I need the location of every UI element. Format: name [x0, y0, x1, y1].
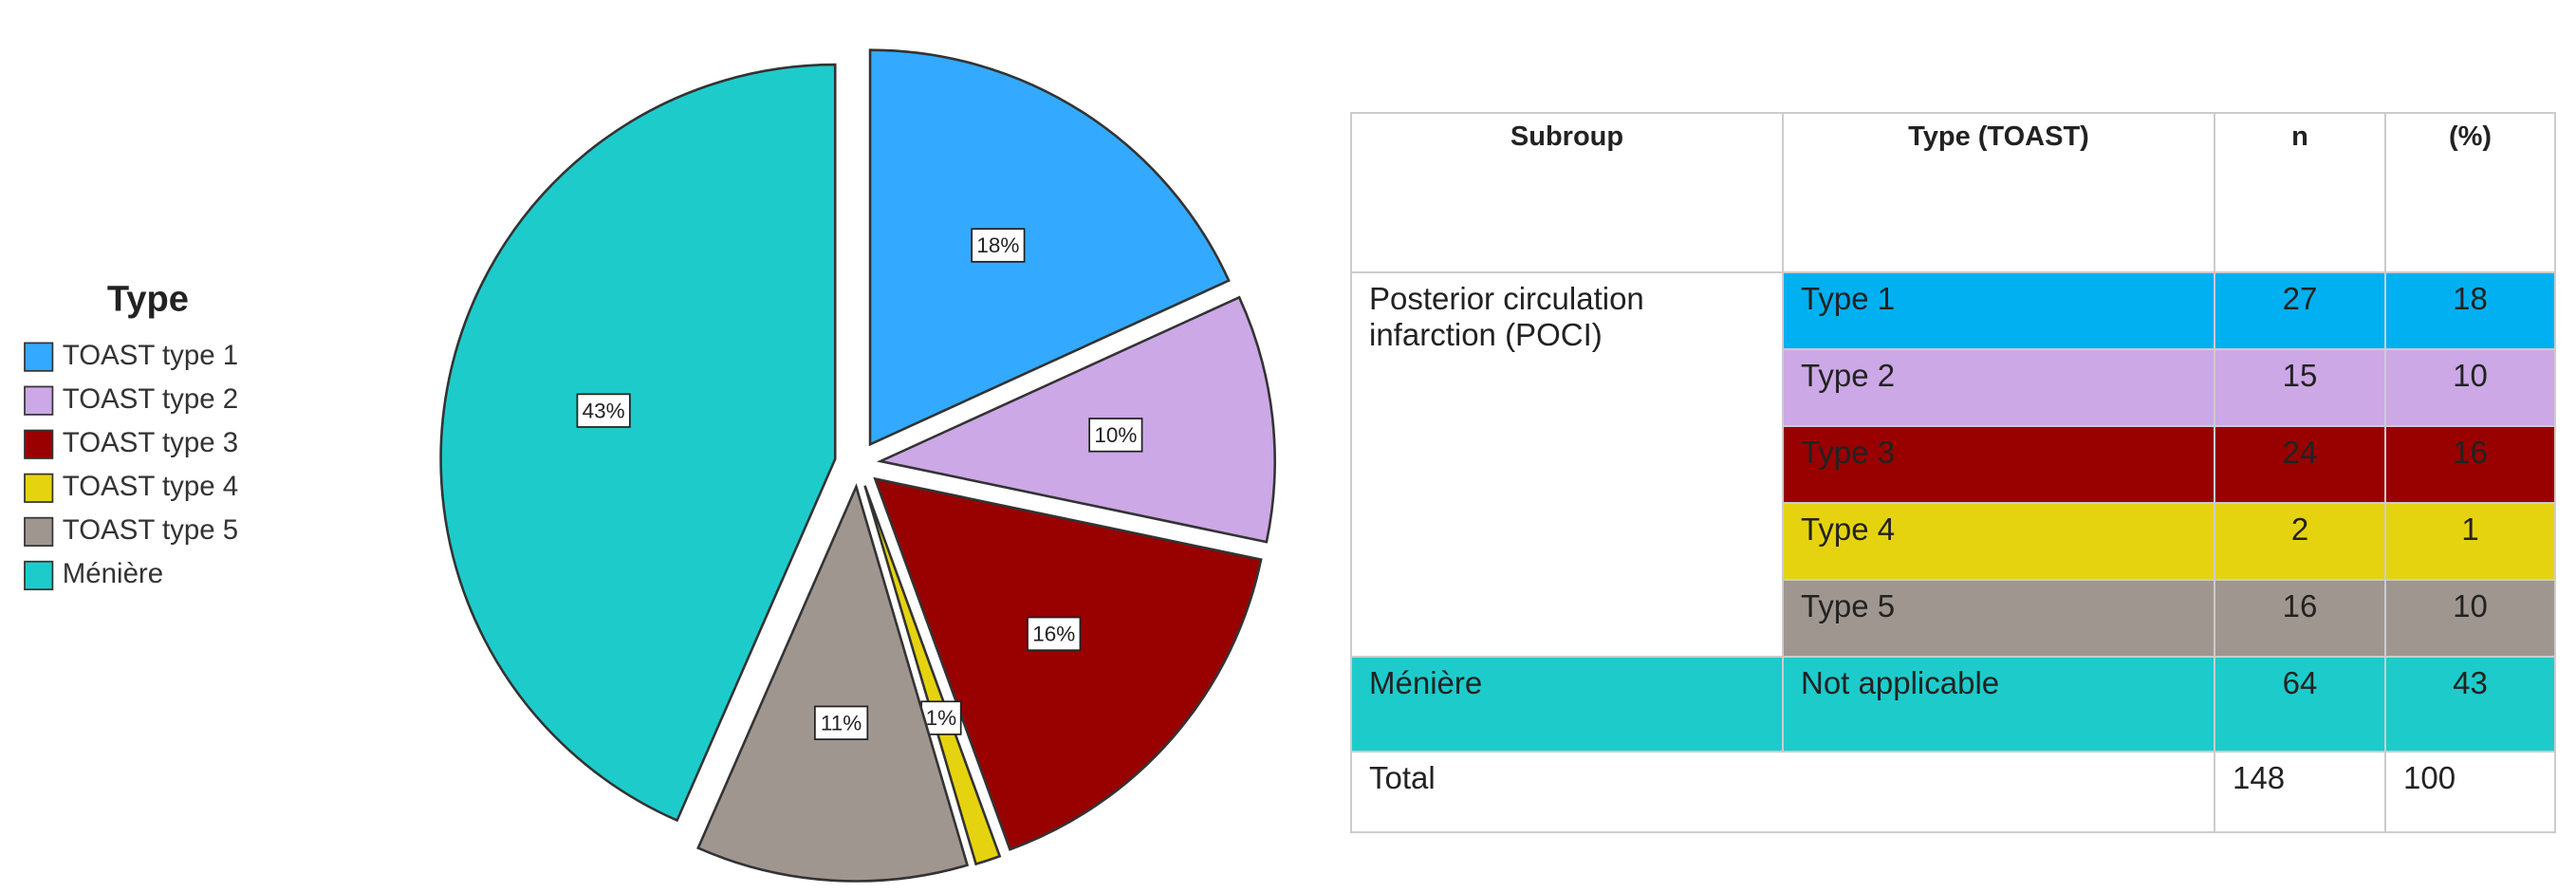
legend-label: TOAST type 4 [63, 471, 238, 502]
value-label: 43% [583, 399, 625, 422]
legend-label: TOAST type 2 [63, 383, 238, 415]
n-cell: 27 [2214, 271, 2386, 350]
legend-swatch [24, 516, 54, 547]
pie-slice [868, 48, 1231, 447]
type-cell: Type 5 [1782, 579, 2215, 658]
header-cell: n [2214, 112, 2386, 273]
value-label-box [814, 705, 869, 740]
table-row: Type 3 24 16 [1351, 425, 2556, 504]
header-cell: Subroup [1350, 112, 1784, 273]
total-n: 148 [2214, 751, 2386, 833]
total-pct: 100 [2384, 751, 2556, 833]
value-label: 18% [976, 233, 1019, 257]
chart: Type TOAST type 1 TOAST type 2 TOAST type … [24, 48, 1276, 883]
value-label: 16% [1032, 623, 1075, 646]
pie-slice [696, 483, 970, 883]
n-cell: 15 [2214, 348, 2386, 427]
header-cell: (%) [2384, 112, 2556, 273]
table-row: Posterior circulation infarction (POCI) T… [1350, 271, 2556, 658]
pct-cell: 1 [2384, 502, 2556, 581]
pct-cell: 18 [2384, 271, 2556, 350]
pie-slice [439, 63, 837, 823]
legend-swatch [24, 429, 54, 459]
n-cell: 24 [2214, 425, 2386, 504]
value-label-box [576, 393, 631, 428]
type-cell: Type 3 [1782, 425, 2215, 504]
legend-swatch [24, 342, 54, 372]
type-cell: Type 1 [1782, 271, 2215, 350]
legend-title: Type [107, 279, 189, 319]
pie-slice [876, 295, 1276, 544]
table-row: Type 2 15 10 [1351, 348, 2556, 427]
value-label: 11% [821, 711, 862, 735]
group-cell: Ménière [1350, 656, 1784, 753]
data-table: Subroup Type (TOAST) n (%) Posterior circula… [1350, 112, 2556, 833]
pct-cell: 10 [2384, 579, 2556, 658]
type-cell: Type 2 [1782, 348, 2215, 427]
table-row: Ménière Not applicable 64 43 [1350, 656, 2556, 753]
pct-cell: 10 [2384, 348, 2556, 427]
legend-label: TOAST type 1 [63, 340, 238, 371]
type-cell: Type 4 [1782, 502, 2215, 581]
header-cell: Type (TOAST) [1782, 112, 2215, 273]
total-row: Total 148 100 [1350, 751, 2556, 833]
total-label: Total [1350, 751, 2215, 833]
value-label: 10% [1094, 423, 1137, 447]
legend-label: TOAST type 3 [63, 427, 238, 458]
pie-slice [863, 485, 1002, 866]
n-cell: 16 [2214, 579, 2386, 658]
legend-label: Ménière [63, 558, 163, 589]
pct-cell: 43 [2384, 656, 2556, 753]
table-row: Type 5 16 10 [1351, 579, 2556, 658]
n-cell: 2 [2214, 502, 2386, 581]
value-label-box [1027, 616, 1082, 652]
value-label: 1% [926, 706, 957, 730]
n-cell: 64 [2214, 656, 2386, 753]
type-cell: Not applicable [1782, 656, 2215, 753]
value-label-box [1088, 418, 1143, 453]
legend-swatch [24, 473, 54, 503]
group-cell: Posterior circulation infarction (POCI) [1350, 271, 1784, 658]
legend-swatch [24, 560, 54, 591]
pct-cell: 16 [2384, 425, 2556, 504]
legend-label: TOAST type 5 [63, 514, 238, 546]
pie-slice [873, 476, 1263, 851]
value-label-box [971, 228, 1026, 263]
header-row: Subroup Type (TOAST) n (%) [1350, 112, 2556, 273]
legend-swatch [24, 385, 54, 416]
